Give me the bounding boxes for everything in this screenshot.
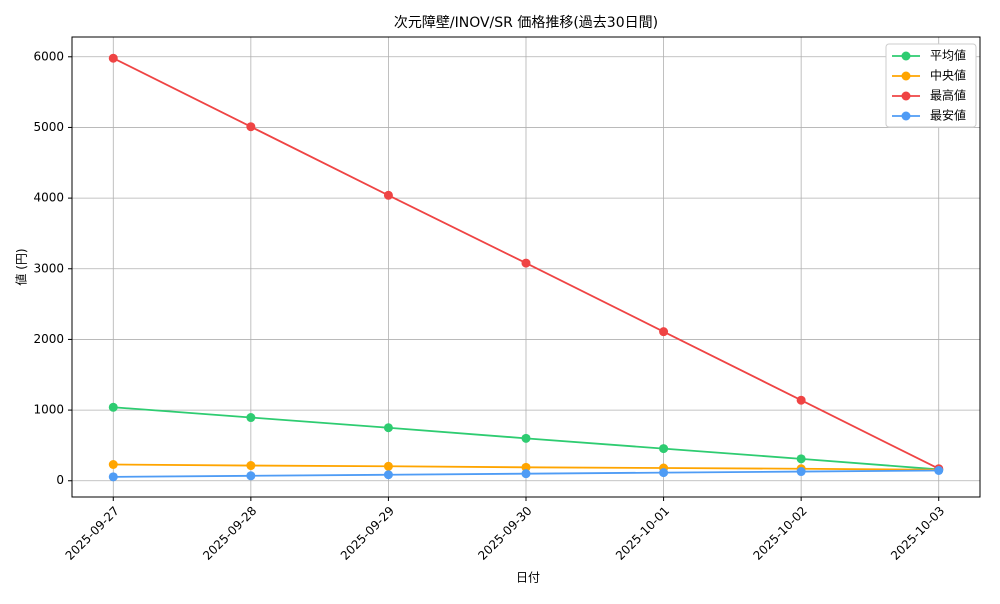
y-tick-label: 3000 [33,261,64,275]
point [934,466,944,476]
point [796,454,806,464]
point [796,467,806,477]
y-tick-label: 1000 [33,403,64,417]
plot-frame [71,36,981,498]
legend-marker [901,111,911,121]
legend-label: 最安値 [930,108,966,123]
x-tick-label: 2025-10-02 [751,504,810,563]
point [383,423,393,433]
point [659,468,669,478]
x-tick-label: 2025-10-03 [888,504,947,563]
legend-marker [901,91,911,101]
point [246,461,256,471]
point [383,190,393,200]
legend-label: 最高値 [930,88,966,103]
legend-marker [901,71,911,81]
point [383,461,393,471]
point [796,395,806,405]
point [383,470,393,480]
y-tick-label: 2000 [33,332,64,346]
legend-label: 中央値 [930,68,966,83]
point [521,258,531,268]
legend-label: 平均値 [930,48,966,63]
x-tick-label: 2025-09-30 [475,504,534,563]
y-tick-label: 4000 [33,191,64,205]
point [521,469,531,479]
point [108,53,118,63]
legend-marker [901,51,911,61]
point [246,122,256,132]
y-tick-label: 6000 [33,49,64,63]
point [521,462,531,472]
point [246,471,256,481]
x-tick-label: 2025-09-29 [338,504,397,563]
y-axis-label: 値 (円) [14,248,29,285]
x-tick-label: 2025-10-01 [613,504,672,563]
point [521,433,531,443]
y-tick-label: 0 [56,473,64,487]
point [659,327,669,337]
chart-title: 次元障壁/INOV/SR 価格推移(過去30日間) [394,15,658,31]
legend-box [885,43,977,128]
x-tick-label: 2025-09-28 [200,504,259,563]
x-tick-label: 2025-09-27 [63,504,122,563]
point [108,459,118,469]
point [108,472,118,482]
point [246,413,256,423]
point [659,444,669,454]
x-axis-label: 日付 [516,571,540,585]
point [108,402,118,412]
y-tick-label: 5000 [33,120,64,134]
